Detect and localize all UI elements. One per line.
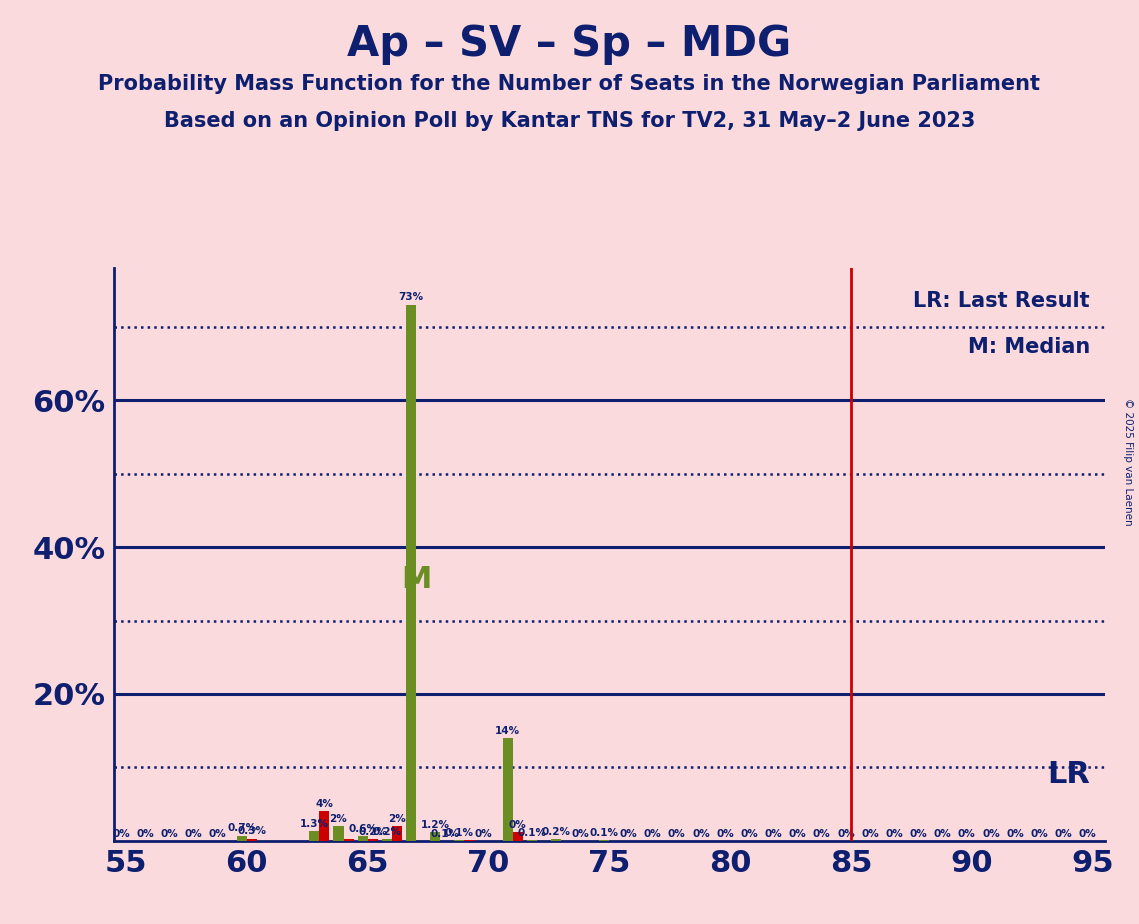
- Text: 0.1%: 0.1%: [431, 829, 460, 839]
- Text: M: M: [401, 565, 432, 594]
- Text: Based on an Opinion Poll by Kantar TNS for TV2, 31 May–2 June 2023: Based on an Opinion Poll by Kantar TNS f…: [164, 111, 975, 131]
- Text: 0%: 0%: [137, 829, 154, 839]
- Text: 0%: 0%: [644, 829, 662, 839]
- Text: 0%: 0%: [885, 829, 903, 839]
- Text: 0%: 0%: [910, 829, 927, 839]
- Text: 0%: 0%: [789, 829, 806, 839]
- Bar: [247, 839, 257, 841]
- Text: 2%: 2%: [329, 814, 347, 824]
- Text: 0.2%: 0.2%: [359, 827, 387, 837]
- Text: 0%: 0%: [208, 829, 227, 839]
- Text: 0%: 0%: [813, 829, 830, 839]
- Text: 14%: 14%: [495, 726, 521, 736]
- Text: LR: LR: [1047, 760, 1090, 789]
- Text: 0%: 0%: [693, 829, 710, 839]
- Text: M: Median: M: Median: [968, 336, 1090, 357]
- Text: Probability Mass Function for the Number of Seats in the Norwegian Parliament: Probability Mass Function for the Number…: [98, 74, 1041, 94]
- Text: 2%: 2%: [388, 814, 405, 824]
- Text: Ap – SV – Sp – MDG: Ap – SV – Sp – MDG: [347, 23, 792, 65]
- Text: 0%: 0%: [1006, 829, 1024, 839]
- Bar: [551, 839, 562, 841]
- Bar: [405, 305, 416, 841]
- Bar: [358, 836, 368, 841]
- Text: © 2025 Filip van Laenen: © 2025 Filip van Laenen: [1123, 398, 1133, 526]
- Text: 0.2%: 0.2%: [541, 827, 571, 837]
- Text: 0%: 0%: [740, 829, 759, 839]
- Bar: [368, 839, 378, 841]
- Text: 0%: 0%: [982, 829, 1000, 839]
- Bar: [344, 839, 353, 841]
- Text: 0%: 0%: [475, 829, 492, 839]
- Text: 0%: 0%: [667, 829, 686, 839]
- Text: 0.3%: 0.3%: [237, 826, 267, 836]
- Text: 0%: 0%: [572, 829, 589, 839]
- Text: 73%: 73%: [399, 293, 424, 302]
- Bar: [392, 826, 402, 841]
- Text: 0%: 0%: [861, 829, 879, 839]
- Text: 0%: 0%: [185, 829, 203, 839]
- Bar: [309, 832, 319, 841]
- Text: 1.2%: 1.2%: [420, 820, 450, 830]
- Text: 4%: 4%: [316, 799, 334, 809]
- Bar: [431, 832, 440, 841]
- Bar: [319, 811, 329, 841]
- Text: 0%: 0%: [764, 829, 782, 839]
- Text: 0.2%: 0.2%: [372, 827, 401, 837]
- Text: 0.6%: 0.6%: [349, 824, 377, 834]
- Text: 0.7%: 0.7%: [227, 823, 256, 833]
- Text: 0%: 0%: [1031, 829, 1048, 839]
- Text: 0.1%: 0.1%: [517, 828, 547, 838]
- Bar: [513, 832, 523, 841]
- Text: 0%: 0%: [509, 820, 526, 830]
- Text: 0%: 0%: [161, 829, 178, 839]
- Text: 0%: 0%: [112, 829, 130, 839]
- Text: 0%: 0%: [1079, 829, 1097, 839]
- Bar: [382, 839, 392, 841]
- Text: 0%: 0%: [620, 829, 638, 839]
- Text: LR: Last Result: LR: Last Result: [913, 291, 1090, 310]
- Bar: [237, 835, 247, 841]
- Text: 1.3%: 1.3%: [300, 819, 329, 829]
- Text: 0.1%: 0.1%: [444, 828, 474, 838]
- Text: 0%: 0%: [934, 829, 951, 839]
- Bar: [334, 826, 344, 841]
- Text: 0.1%: 0.1%: [590, 828, 618, 838]
- Bar: [502, 738, 513, 841]
- Text: 0%: 0%: [716, 829, 734, 839]
- Text: 0%: 0%: [837, 829, 855, 839]
- Text: 0%: 0%: [1055, 829, 1073, 839]
- Text: 0%: 0%: [958, 829, 976, 839]
